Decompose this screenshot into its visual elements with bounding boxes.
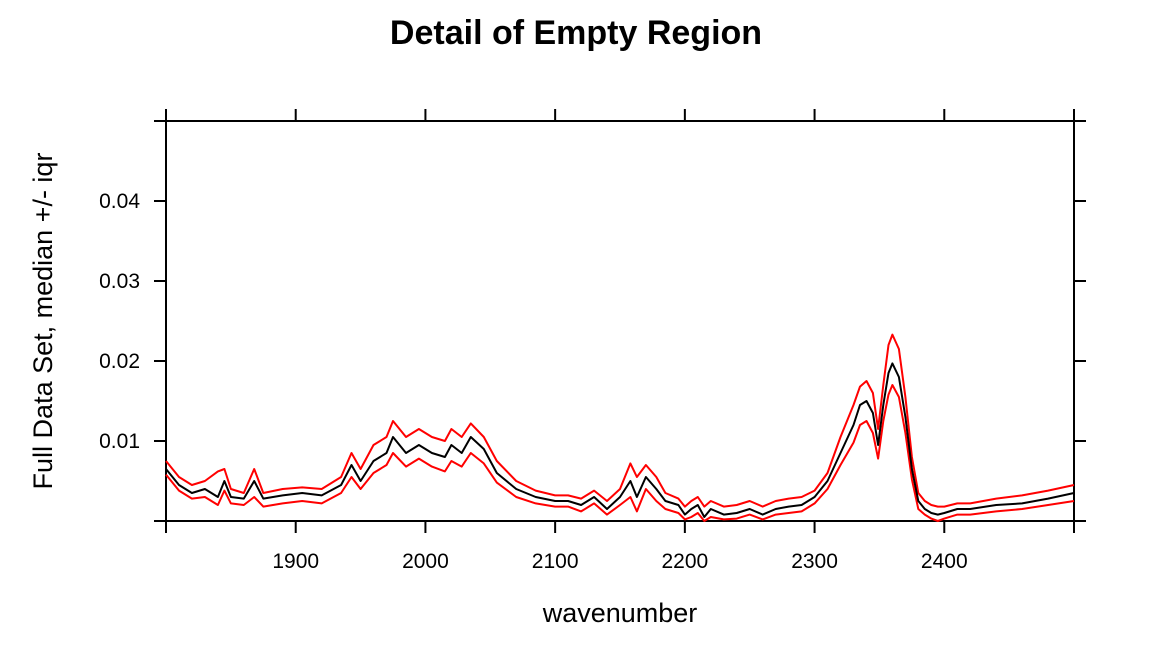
y-tick-label: 0.02: [99, 350, 140, 373]
plot-frame: [165, 120, 1075, 522]
series-lower-iqr-line: [165, 384, 1075, 522]
series-upper-iqr-line: [165, 333, 1075, 508]
chart-title: Detail of Empty Region: [390, 14, 762, 52]
x-tick-label: 2000: [402, 550, 449, 573]
axis-ticks: 1900 2000 2100 2200 2300 2400 0.01 0.02 0.03 0.04: [99, 109, 1086, 573]
x-axis-label: wavenumber: [542, 598, 698, 628]
x-tick-label: 2400: [921, 550, 968, 573]
series-median-line: [165, 362, 1075, 518]
y-tick-label: 0.01: [99, 430, 140, 453]
y-tick-label: 0.03: [99, 270, 140, 293]
x-tick-label: 2200: [661, 550, 708, 573]
x-tick-label: 2100: [532, 550, 579, 573]
y-axis-label: Full Data Set, median +/- iqr: [28, 153, 58, 490]
y-tick-label: 0.04: [99, 190, 140, 213]
x-tick-label: 1900: [272, 550, 319, 573]
series-lines: [165, 333, 1075, 522]
x-tick-label: 2300: [791, 550, 838, 573]
